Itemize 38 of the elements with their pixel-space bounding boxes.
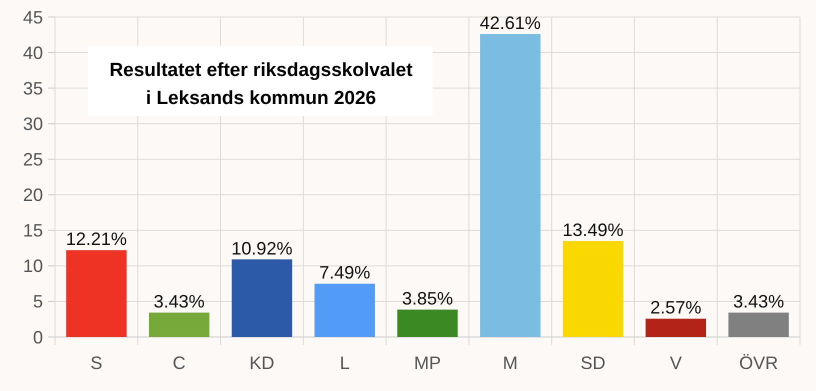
data-label: 2.57%	[650, 298, 702, 318]
data-label: 10.92%	[231, 238, 292, 258]
y-tick-label: 40	[22, 42, 43, 63]
x-tick-label: S	[90, 353, 102, 373]
y-tick-label: 30	[22, 114, 43, 134]
y-tick-label: 20	[22, 185, 43, 206]
bar	[232, 259, 292, 337]
bar	[562, 241, 624, 337]
x-tick-label: C	[172, 353, 186, 373]
bar	[148, 312, 210, 337]
y-tick-label: 45	[22, 7, 43, 28]
data-label: 3.43%	[733, 292, 784, 312]
data-label: 13.49%	[562, 220, 624, 240]
data-label: 3.85%	[402, 288, 454, 309]
x-tick-label: MP	[414, 353, 441, 373]
bar	[480, 34, 540, 337]
y-tick-label: 25	[22, 150, 43, 170]
y-tick-label: 10	[22, 256, 43, 276]
bar	[397, 310, 458, 337]
text: Resultatet efter riksdagsskolvalet i Leksands kommun 2026	[109, 60, 414, 109]
x-tick-label: V	[670, 353, 682, 373]
x-tick-label: SD	[580, 353, 606, 373]
bar	[646, 318, 706, 337]
bar	[314, 284, 375, 337]
y-tick-label: 0	[32, 327, 43, 348]
x-tick-label: L	[340, 353, 350, 373]
x-tick-label: KD	[249, 353, 274, 373]
bar	[728, 312, 789, 337]
data-label: 7.49%	[319, 262, 370, 283]
y-tick-label: 5	[32, 292, 43, 312]
data-label: 42.61%	[480, 12, 541, 33]
x-tick-label: M	[502, 353, 518, 373]
y-tick-label: 35	[22, 78, 43, 98]
y-tick-label: 15	[22, 220, 43, 241]
data-label: 12.21%	[66, 229, 127, 250]
bar	[66, 250, 127, 337]
x-tick-label: ÖVR	[739, 353, 778, 373]
data-label: 3.43%	[154, 292, 205, 312]
